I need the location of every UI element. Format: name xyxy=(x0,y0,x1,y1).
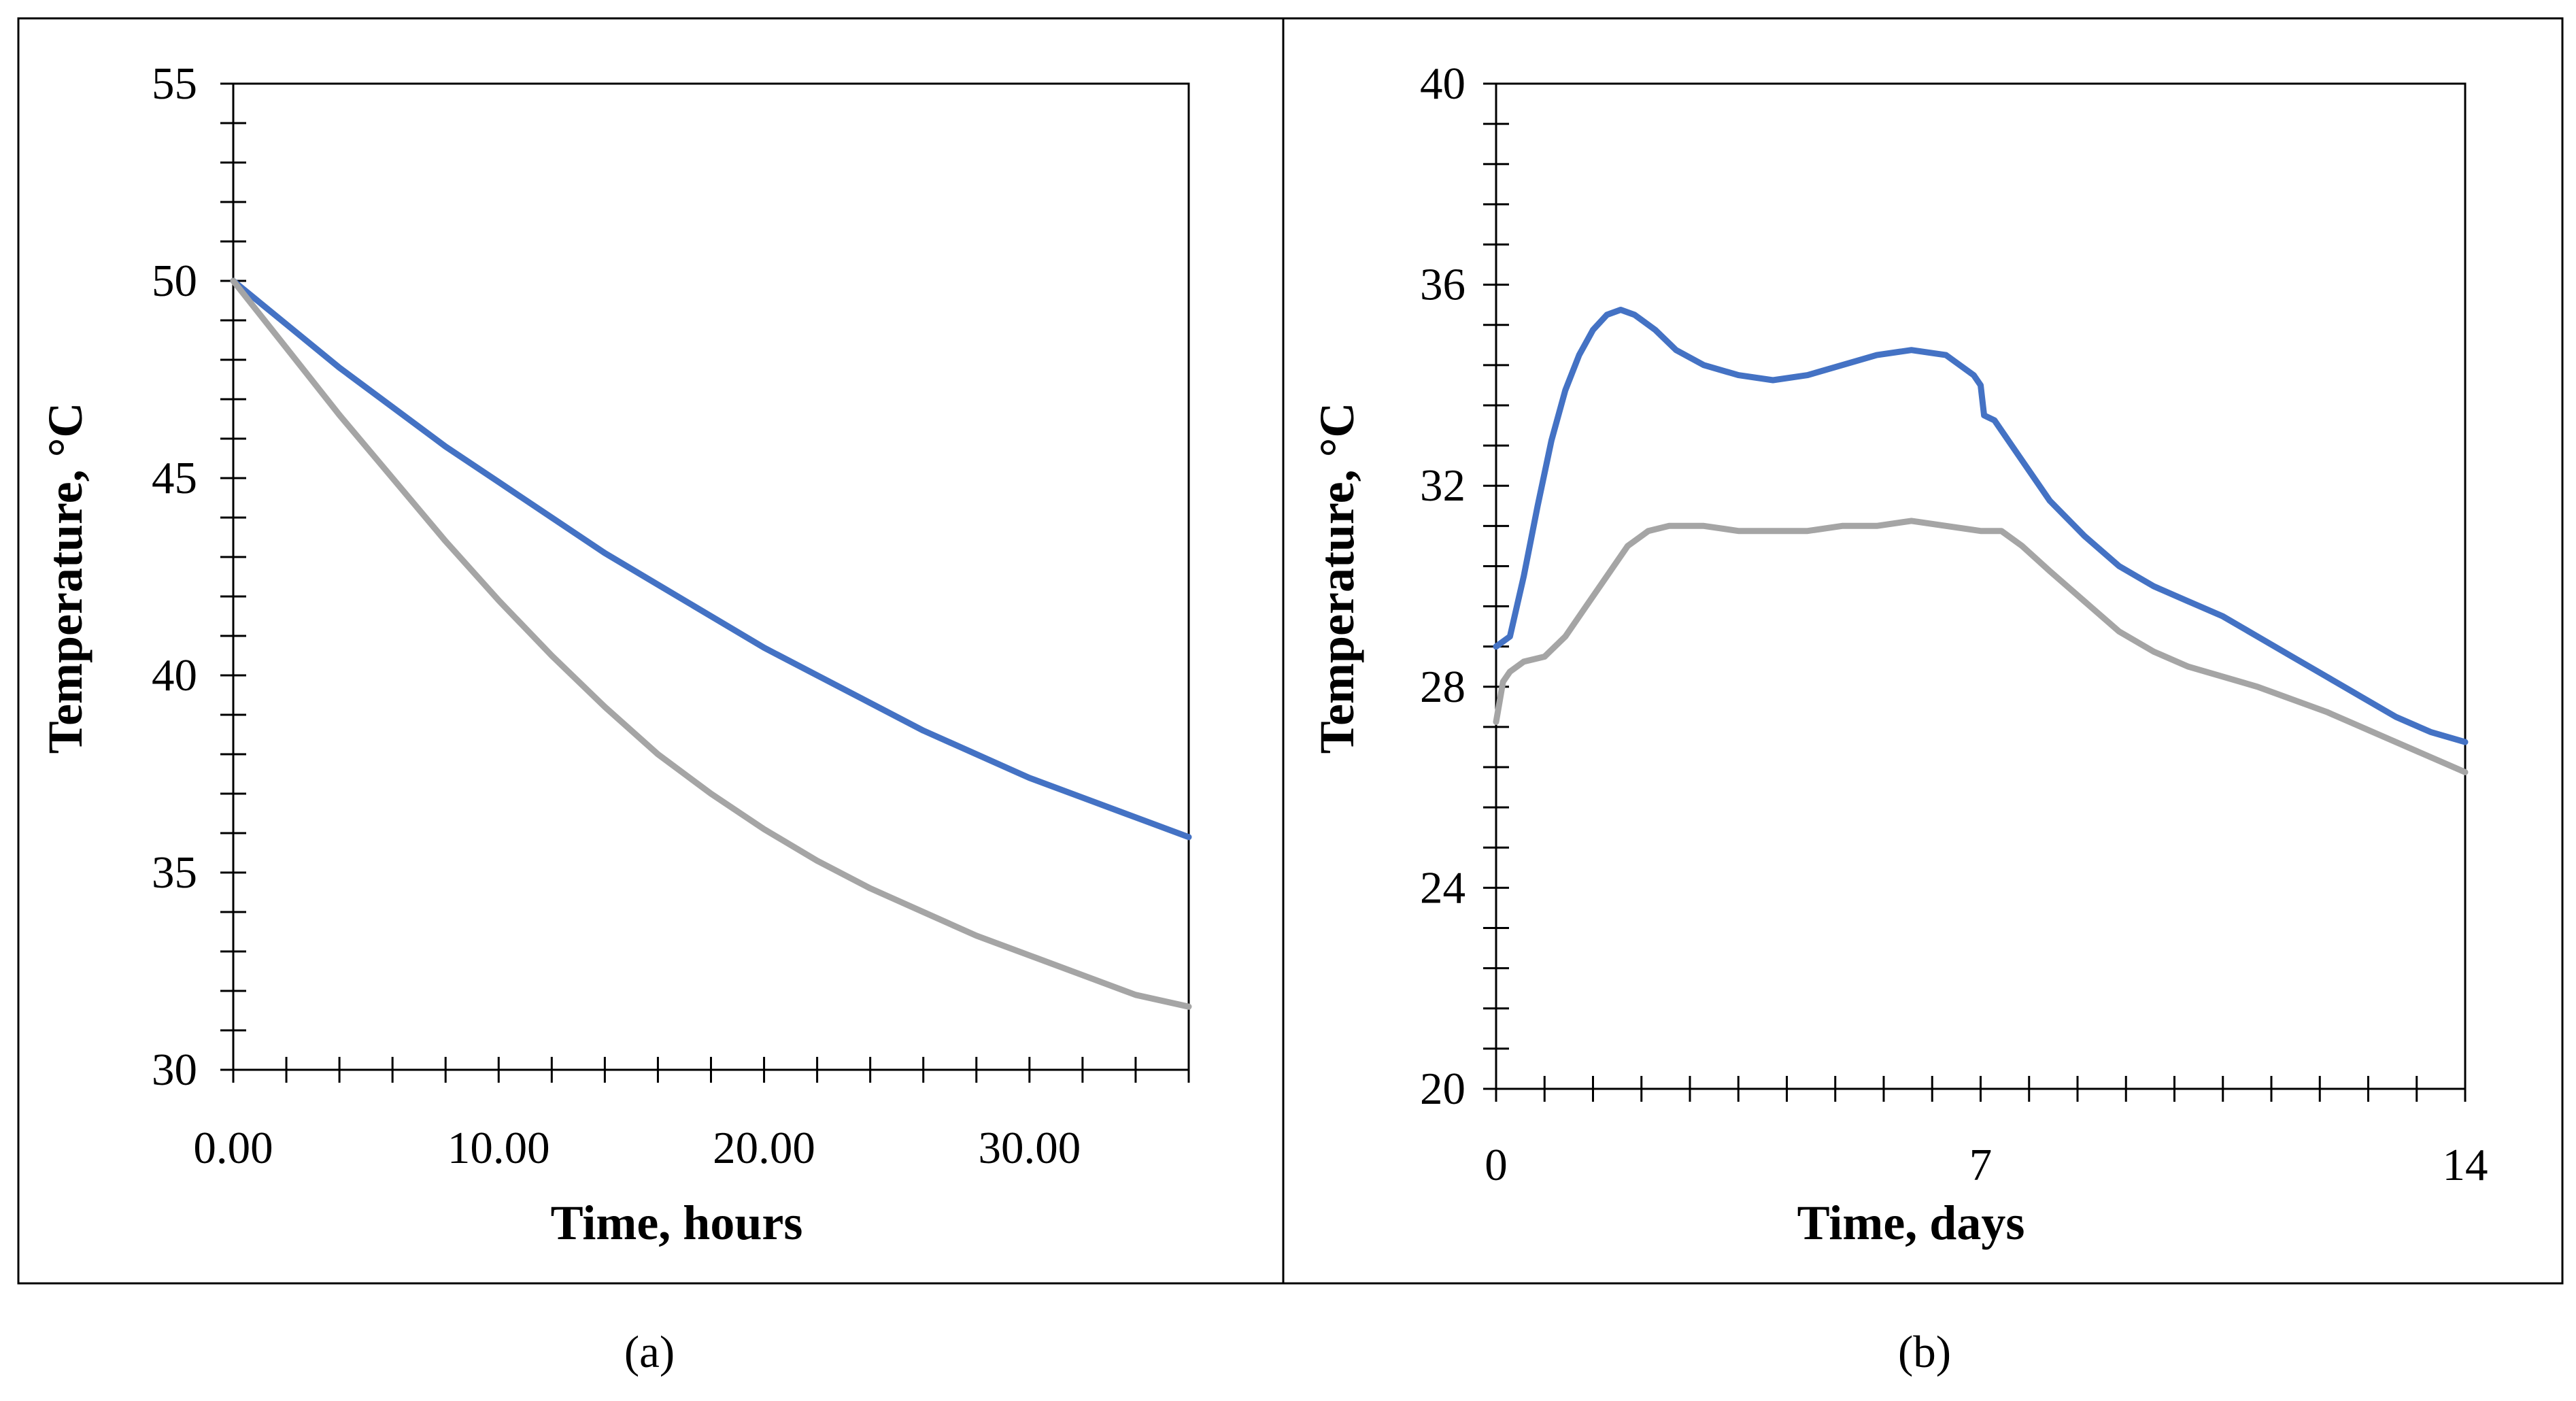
series-line-b-series-blue xyxy=(1493,307,2469,745)
chart-panel-a: 30 35 40 45 50 55 0.00 10.00 20.00 30.00 Time, ho… xyxy=(38,58,1192,1377)
series-line-a-series-blue xyxy=(230,277,1192,841)
y-tick-label-a: 30 xyxy=(152,1045,197,1095)
y-tick-label-b: 36 xyxy=(1420,260,1465,310)
series-layer-b xyxy=(1493,307,2469,775)
tick-labels-a: 30 35 40 45 50 55 0.00 10.00 20.00 30.00 xyxy=(152,58,1081,1173)
plot-area-a xyxy=(232,82,1190,1071)
series-layer-a xyxy=(230,277,1192,1010)
y-tick-label-a: 35 xyxy=(152,847,197,898)
x-tick-label-a: 10.00 xyxy=(447,1123,550,1173)
series-line-b-series-gray xyxy=(1493,518,2469,775)
y-axis-title-a: Temperature, °C xyxy=(38,403,92,754)
y-tick-label-b: 24 xyxy=(1420,862,1465,913)
y-tick-label-a: 55 xyxy=(152,58,197,109)
y-tick-label-a: 45 xyxy=(152,453,197,503)
chart-panel-b: 20 24 28 32 36 40 0 7 14 Time, days Temperature,… xyxy=(1310,58,2488,1377)
caption-b: (b) xyxy=(1898,1327,1951,1377)
x-tick-label-b: 14 xyxy=(2443,1140,2488,1190)
figure-frame xyxy=(17,17,2564,1285)
minor-ticks-a xyxy=(220,82,1190,1083)
y-tick-label-b: 20 xyxy=(1420,1064,1465,1114)
x-tick-label-a: 30.00 xyxy=(978,1123,1081,1173)
x-tick-label-a: 0.00 xyxy=(193,1123,273,1173)
y-tick-label-b: 32 xyxy=(1420,460,1465,511)
y-tick-label-a: 40 xyxy=(152,650,197,700)
y-tick-label-a: 50 xyxy=(152,256,197,306)
caption-a: (a) xyxy=(624,1327,675,1377)
minor-ticks-b xyxy=(1483,82,2467,1102)
plot-area-b xyxy=(1495,82,2467,1090)
x-axis-title-a: Time, hours xyxy=(551,1196,803,1250)
x-tick-label-b: 0 xyxy=(1485,1140,1508,1190)
y-axis-title-b: Temperature, °C xyxy=(1310,403,1364,754)
x-tick-label-a: 20.00 xyxy=(713,1123,815,1173)
y-tick-label-b: 28 xyxy=(1420,662,1465,712)
series-line-a-series-gray xyxy=(230,277,1192,1010)
x-tick-label-b: 7 xyxy=(1969,1140,1993,1190)
y-tick-label-b: 40 xyxy=(1420,58,1465,109)
tick-labels-b: 20 24 28 32 36 40 0 7 14 xyxy=(1420,58,2488,1190)
x-axis-title-b: Time, days xyxy=(1797,1196,2025,1250)
